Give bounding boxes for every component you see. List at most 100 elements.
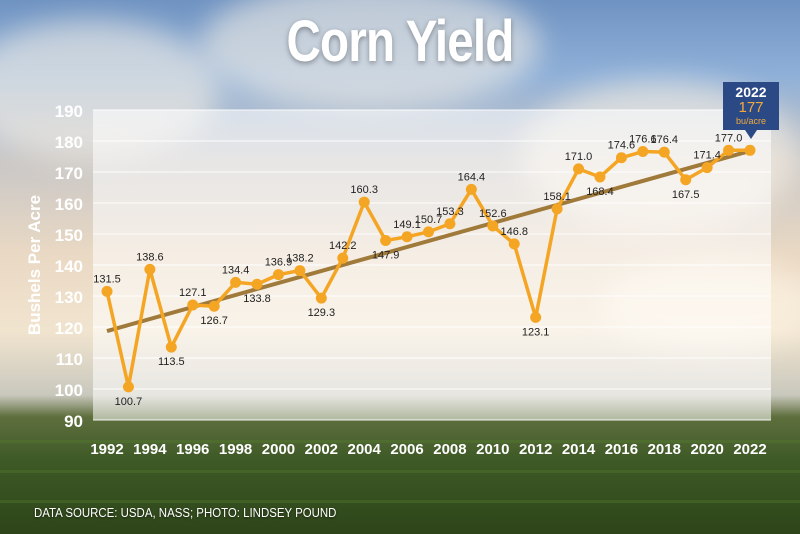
- data-point: [723, 144, 735, 156]
- data-label: 160.3: [350, 184, 378, 196]
- x-tick-label: 2018: [648, 441, 681, 458]
- data-label: 176.4: [651, 134, 679, 146]
- data-point: [573, 163, 585, 175]
- y-tick-label: 110: [56, 350, 83, 369]
- data-label: 113.5: [158, 356, 185, 368]
- data-label: 138.6: [136, 251, 164, 263]
- x-tick-label: 2012: [519, 441, 552, 458]
- data-point: [744, 144, 756, 156]
- source-note: DATA SOURCE: USDA, NASS; PHOTO: LINDSEY …: [34, 505, 337, 520]
- data-label: 149.1: [393, 219, 421, 231]
- x-tick-label: 2010: [476, 441, 509, 458]
- y-tick-label: 190: [55, 102, 83, 121]
- data-label: 164.4: [458, 171, 486, 183]
- data-point: [165, 341, 177, 353]
- callout-year: 2022: [735, 84, 767, 100]
- data-label: 129.3: [308, 307, 336, 319]
- x-tick-label: 2016: [605, 441, 638, 458]
- data-label: 176.6: [629, 134, 657, 146]
- data-label: 131.5: [93, 273, 121, 285]
- field-row: [0, 470, 800, 473]
- data-label: 171.4: [693, 150, 721, 162]
- data-point: [294, 265, 306, 277]
- data-point: [487, 220, 499, 232]
- data-point: [615, 152, 627, 164]
- data-point: [594, 171, 606, 183]
- data-label: 126.7: [200, 315, 228, 327]
- y-tick-label: 160: [55, 195, 83, 214]
- data-point: [508, 238, 520, 250]
- data-point: [101, 285, 113, 297]
- data-point: [337, 252, 349, 264]
- data-point: [423, 226, 434, 238]
- data-label: 134.4: [222, 264, 250, 276]
- x-tick-label: 1998: [219, 441, 252, 458]
- cloud-background: [200, 0, 540, 110]
- data-label: 150.7: [415, 214, 443, 226]
- x-tick-label: 1992: [90, 441, 123, 458]
- x-tick-label: 2022: [733, 441, 766, 458]
- y-tick-label: 90: [64, 412, 83, 431]
- data-point: [230, 276, 242, 288]
- data-point: [551, 203, 563, 215]
- data-label: 158.1: [543, 191, 571, 203]
- data-point: [380, 235, 392, 247]
- y-tick-label: 130: [55, 288, 83, 307]
- x-tick-label: 2008: [433, 441, 466, 458]
- data-point: [272, 269, 284, 281]
- data-point: [208, 300, 220, 312]
- data-point: [658, 146, 670, 158]
- x-tick-label: 2000: [262, 441, 295, 458]
- data-point: [530, 311, 542, 323]
- data-point: [251, 278, 263, 290]
- data-label: 138.2: [286, 253, 314, 265]
- x-tick-label: 2014: [562, 441, 596, 458]
- data-label: 168.4: [586, 186, 614, 198]
- callout-value: 177: [738, 99, 764, 116]
- data-point: [680, 174, 692, 186]
- x-tick-label: 1994: [133, 441, 167, 458]
- data-label: 127.1: [179, 287, 207, 299]
- y-tick-label: 180: [55, 133, 83, 152]
- callout-unit: bu/acre: [735, 116, 767, 126]
- data-point: [444, 218, 456, 230]
- x-tick-label: 2004: [348, 441, 382, 458]
- y-tick-label: 170: [55, 164, 83, 183]
- y-tick-label: 100: [55, 381, 83, 400]
- data-point: [315, 292, 327, 304]
- data-point: [465, 183, 477, 195]
- x-tick-label: 2020: [690, 441, 723, 458]
- y-tick-label: 140: [55, 257, 83, 276]
- data-label: 133.8: [243, 293, 271, 305]
- x-tick-label: 2002: [305, 441, 338, 458]
- data-point: [401, 231, 413, 243]
- data-label: 142.2: [329, 240, 357, 252]
- y-tick-label: 150: [55, 226, 83, 245]
- field-row: [0, 500, 800, 503]
- data-label: 136.9: [265, 257, 293, 269]
- data-point: [187, 299, 199, 311]
- chart-title: Corn Yield: [286, 9, 514, 74]
- y-axis-label: Bushels Per Acre: [25, 195, 44, 335]
- data-label: 167.5: [672, 189, 700, 201]
- data-point: [701, 162, 713, 174]
- x-tick-label: 1996: [176, 441, 209, 458]
- data-label: 147.9: [372, 250, 400, 262]
- data-label: 152.6: [479, 208, 507, 220]
- data-point: [144, 263, 156, 275]
- data-label: 174.6: [608, 140, 636, 152]
- data-label: 153.3: [436, 206, 464, 218]
- data-point: [122, 381, 134, 393]
- data-point: [637, 146, 649, 158]
- callout-2022: 2022 177 bu/acre: [723, 82, 779, 139]
- data-label: 177.0: [715, 132, 743, 144]
- data-label: 123.1: [522, 326, 550, 338]
- data-label: 171.0: [565, 151, 593, 163]
- y-tick-label: 120: [55, 319, 83, 338]
- field-row: [0, 440, 800, 443]
- x-tick-label: 2006: [390, 441, 423, 458]
- data-label: 146.8: [500, 226, 528, 238]
- data-label: 100.7: [115, 396, 143, 408]
- data-point: [358, 196, 370, 208]
